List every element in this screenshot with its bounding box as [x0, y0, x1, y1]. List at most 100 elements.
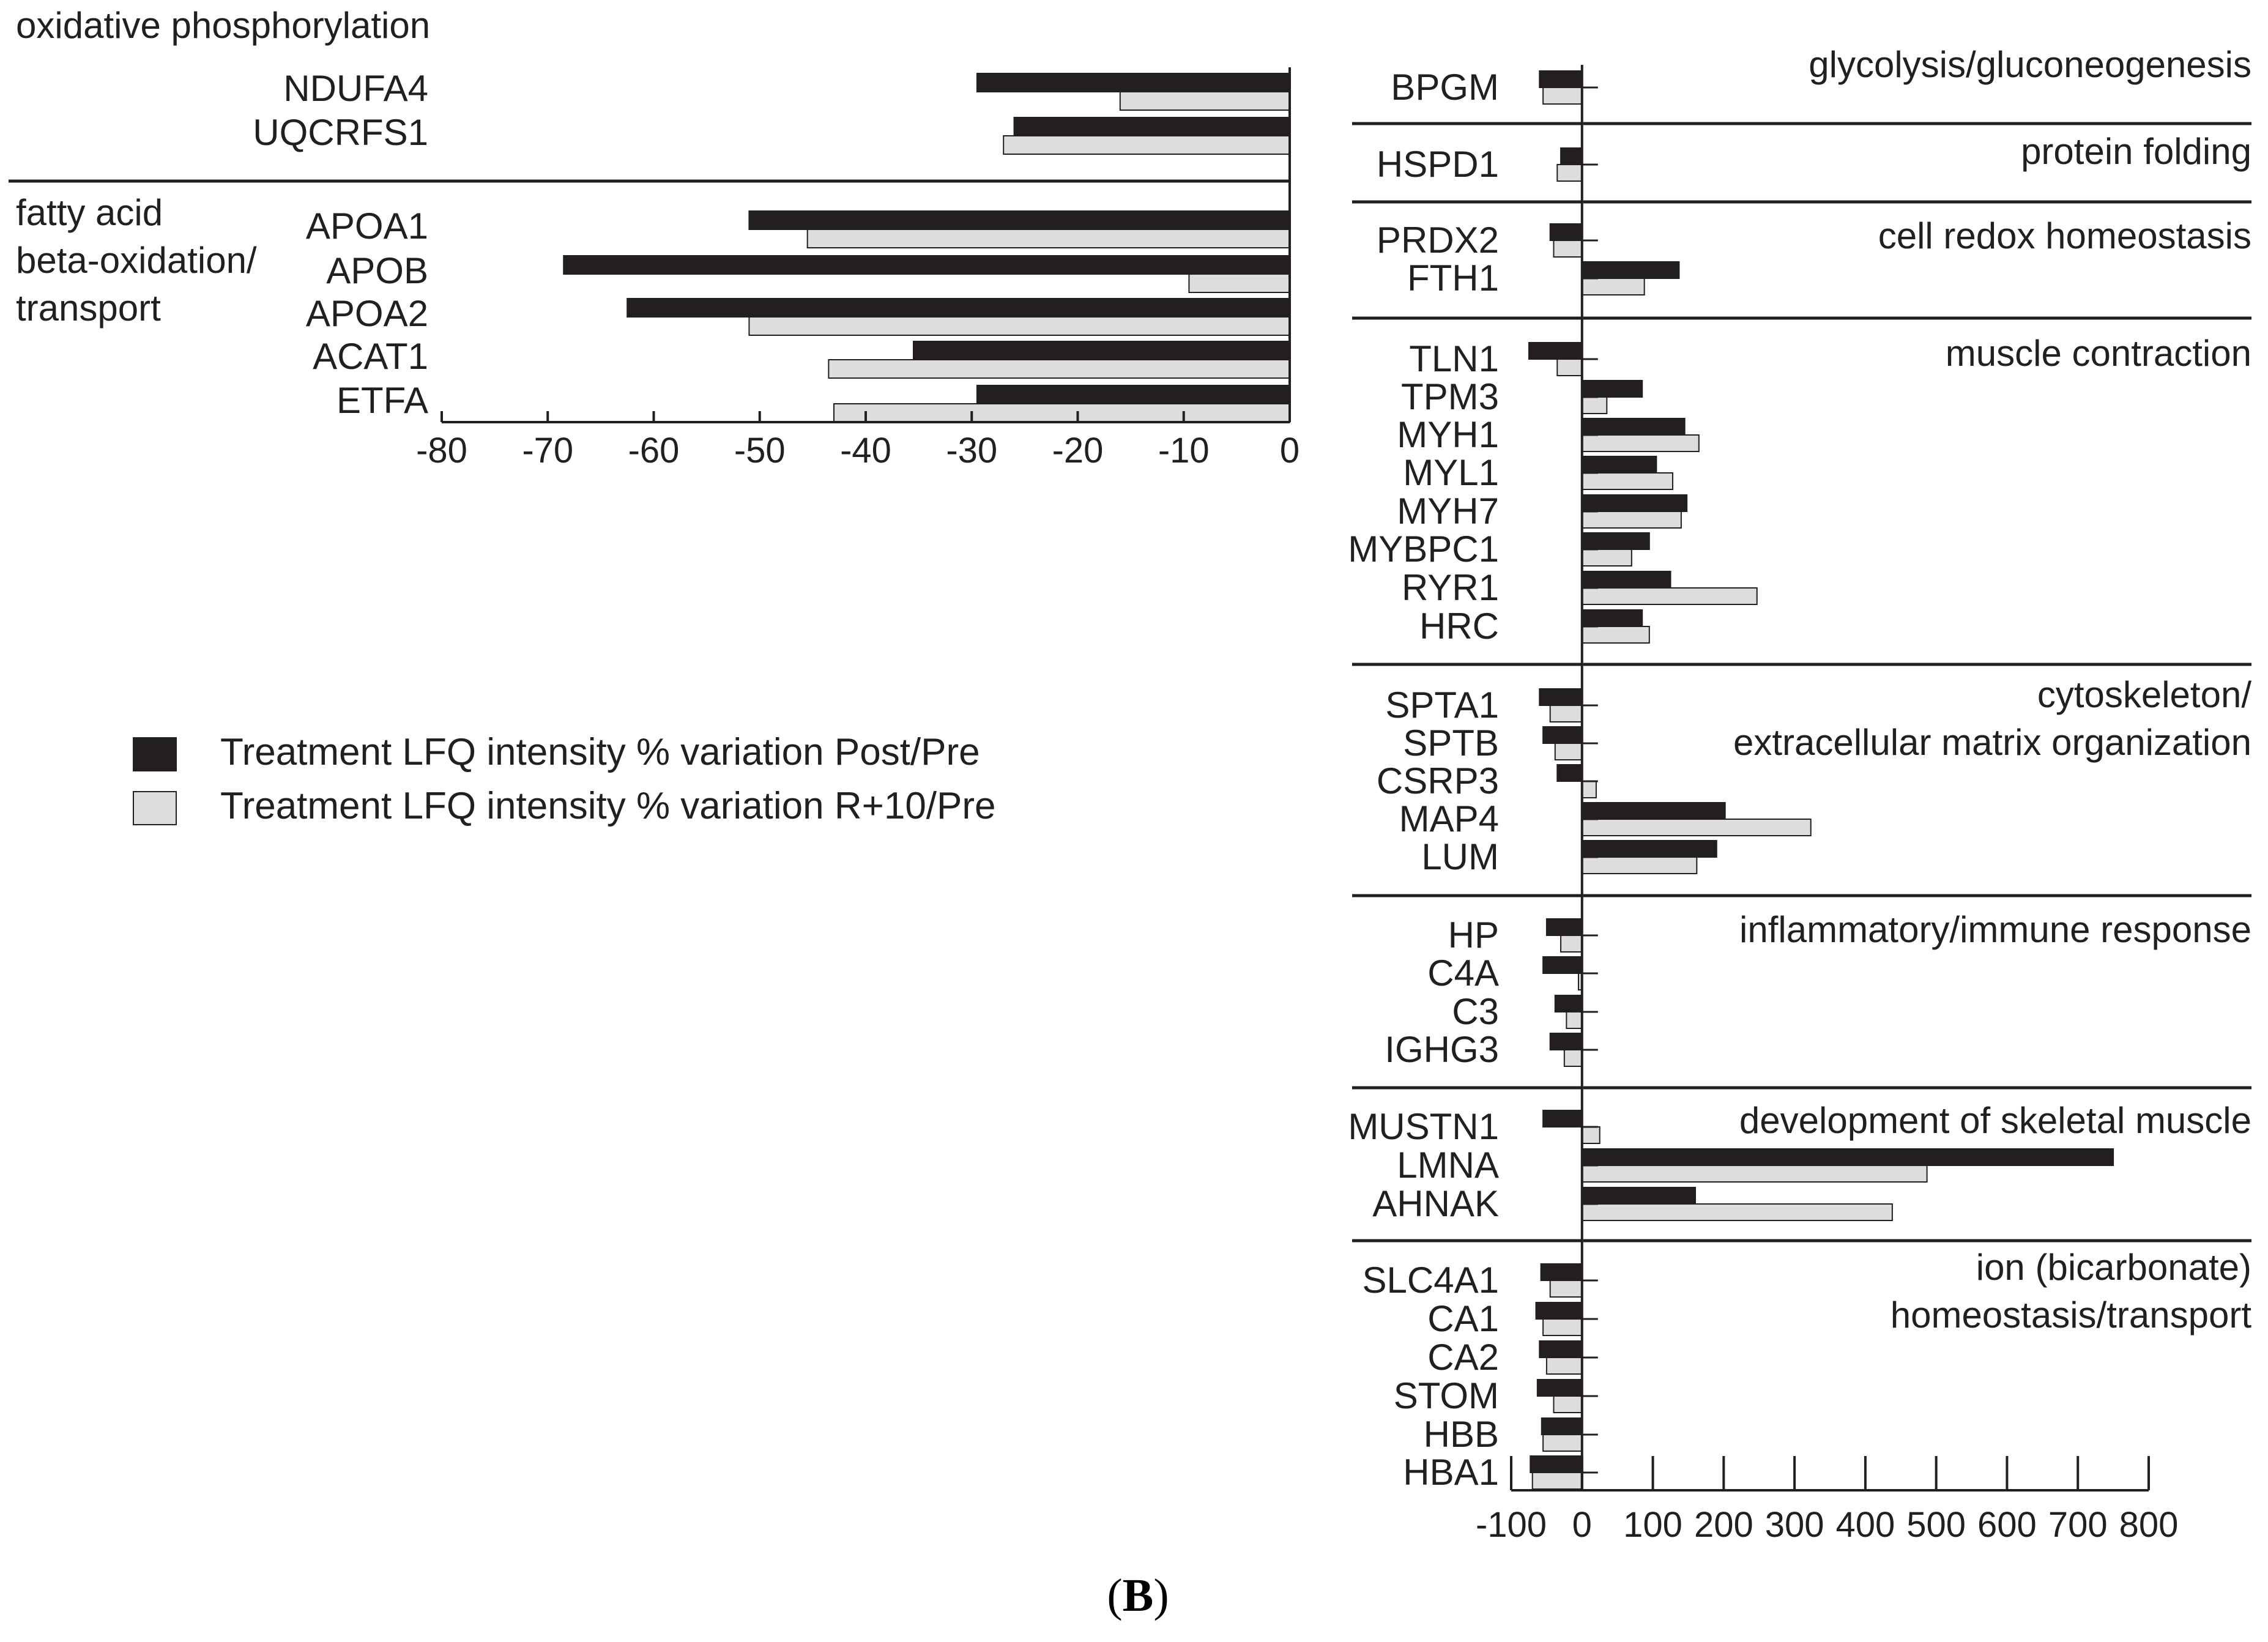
bar-r10 [1581, 434, 1700, 452]
bar-r10 [1188, 273, 1290, 293]
group-title: fatty acid [16, 192, 163, 233]
bar-post [1581, 456, 1657, 474]
protein-label: MAP4 [1399, 798, 1499, 839]
legend-label-post: Treatment LFQ intensity % variation Post… [220, 731, 980, 773]
bar-r10 [806, 229, 1290, 248]
protein-label: HSPD1 [1377, 144, 1499, 185]
x-tick-label: 700 [2048, 1505, 2108, 1545]
x-tick-label: 500 [1906, 1505, 1966, 1545]
bar-post [976, 385, 1290, 404]
x-tick-label: -30 [946, 431, 997, 470]
protein-label: HRC [1419, 606, 1499, 647]
protein-label: RYR1 [1402, 567, 1499, 608]
bar-r10 [1553, 240, 1583, 258]
bar-r10 [748, 316, 1291, 336]
bar-post [1528, 342, 1583, 360]
protein-label: ETFA [336, 380, 428, 421]
bar-post [1541, 1417, 1583, 1435]
bar-r10 [1563, 1049, 1583, 1067]
protein-label: CA2 [1427, 1337, 1499, 1378]
protein-label: HBB [1424, 1414, 1499, 1455]
bar-r10 [1560, 935, 1583, 953]
protein-label: C3 [1452, 991, 1499, 1032]
bar-post [1530, 1455, 1583, 1473]
panel-letter: B [1122, 1570, 1154, 1621]
protein-label: TPM3 [1401, 376, 1499, 417]
legend: Treatment LFQ intensity % variation Post… [133, 731, 996, 827]
protein-label: APOB [326, 250, 428, 291]
bar-post [1542, 726, 1583, 744]
protein-label: HBA1 [1403, 1452, 1499, 1493]
bar-post [1581, 380, 1643, 398]
bar-post [1560, 147, 1583, 165]
protein-label: MYH1 [1397, 414, 1499, 455]
protein-label: SPTA1 [1385, 685, 1499, 726]
protein-label: AHNAK [1372, 1183, 1499, 1224]
bar-r10 [1545, 1357, 1583, 1375]
bar-post [1545, 918, 1583, 936]
bar-r10 [1549, 1280, 1583, 1298]
x-tick-label: -80 [416, 431, 467, 470]
bar-r10 [1549, 705, 1583, 723]
x-tick-label: 200 [1694, 1505, 1753, 1545]
protein-label: MYBPC1 [1348, 529, 1499, 570]
bar-post [1581, 1148, 2114, 1166]
protein-label: STOM [1394, 1375, 1499, 1416]
bar-post [1013, 117, 1291, 136]
bar-post [1549, 1033, 1583, 1050]
bar-post [1542, 956, 1583, 974]
x-tick-label: -20 [1052, 431, 1104, 470]
protein-label: UQCRFS1 [253, 112, 428, 153]
bar-r10 [1581, 819, 1812, 836]
group-title: oxidative phosphorylation [16, 5, 430, 46]
bar-r10 [1581, 626, 1650, 644]
legend-swatch-r10 [133, 791, 177, 825]
bar-r10 [1581, 549, 1632, 567]
protein-label: NDUFA4 [283, 68, 428, 109]
group-title: beta-oxidation/ [16, 240, 257, 281]
bar-r10 [1581, 472, 1673, 490]
bar-post [1542, 1110, 1583, 1127]
bar-r10 [1542, 1318, 1583, 1336]
bar-r10 [1531, 1472, 1583, 1490]
x-tick-label: 100 [1623, 1505, 1682, 1545]
bar-post [976, 73, 1290, 92]
bar-r10 [1566, 1011, 1583, 1029]
protein-label: PRDX2 [1377, 220, 1499, 261]
bar-post [1581, 571, 1671, 589]
protein-label: CSRP3 [1377, 760, 1499, 801]
x-tick-label: -70 [522, 431, 573, 470]
protein-label: APOA1 [306, 206, 428, 247]
group-title: development of skeletal muscle [1739, 1100, 2251, 1141]
group-title: muscle contraction [1946, 333, 2251, 374]
protein-label: HP [1448, 915, 1499, 956]
legend-label-r10: Treatment LFQ intensity % variation R+10… [220, 785, 996, 827]
bar-r10 [833, 403, 1290, 423]
bar-r10 [1581, 856, 1698, 874]
bar-post [748, 210, 1291, 230]
x-tick-label: -60 [628, 431, 680, 470]
bar-r10 [1003, 135, 1290, 155]
protein-label: APOA2 [306, 293, 428, 334]
group-title: extracellular matrix organization [1733, 722, 2251, 763]
x-tick-label: 0 [1572, 1505, 1592, 1545]
bar-post [1581, 840, 1717, 858]
bar-r10 [1119, 91, 1291, 111]
group-title: ion (bicarbonate) [1976, 1247, 2251, 1288]
bar-post [563, 255, 1290, 275]
x-tick-label: -50 [734, 431, 786, 470]
x-tick-label: 800 [2119, 1505, 2179, 1545]
protein-label: MYH7 [1397, 491, 1499, 532]
group-title: transport [16, 288, 161, 329]
bar-r10 [1554, 743, 1583, 760]
protein-label: MYL1 [1403, 452, 1499, 493]
bar-post [1540, 1263, 1583, 1281]
protein-label: CA1 [1427, 1298, 1499, 1339]
protein-label: MUSTN1 [1348, 1106, 1499, 1147]
bar-r10 [1556, 164, 1583, 182]
bar-post [1556, 764, 1583, 782]
x-tick-label: 600 [1977, 1505, 2037, 1545]
bar-r10 [1581, 278, 1645, 295]
bar-post [1539, 70, 1583, 88]
group-title: inflammatory/immune response [1739, 909, 2251, 950]
